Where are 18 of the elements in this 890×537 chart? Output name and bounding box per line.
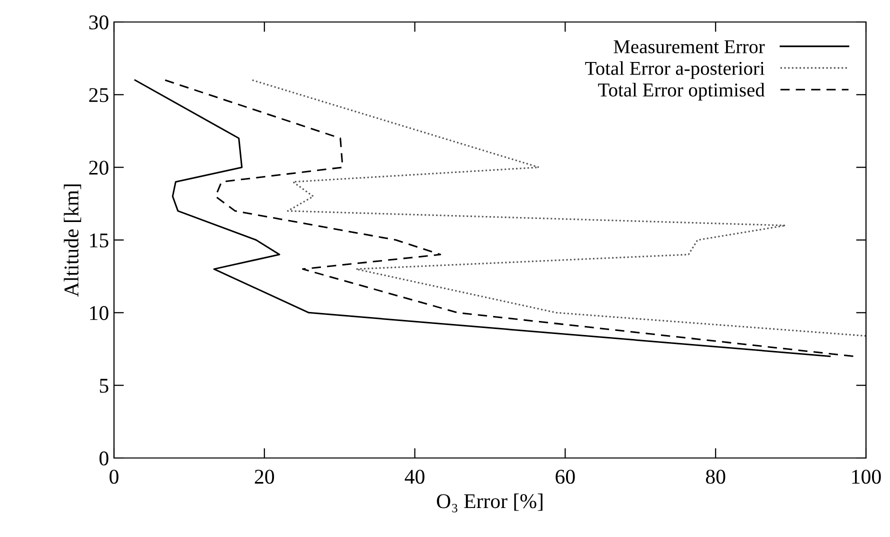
legend-label: Total Error optimised — [598, 82, 765, 101]
y-tick-label: 10 — [90, 306, 108, 320]
x-tick-label: 80 — [706, 470, 726, 484]
y-axis-title: Altitude [km] — [64, 184, 82, 297]
x-tick-label: 40 — [404, 470, 424, 484]
x-tick-label: 0 — [110, 470, 118, 484]
legend-label: Total Error a-posteriori — [585, 61, 765, 79]
x-tick-label: 20 — [254, 470, 274, 484]
legend-label: Measurement Error — [614, 40, 765, 54]
y-tick-label: 5 — [100, 378, 108, 393]
y-tick-label: 30 — [89, 15, 108, 30]
x-tick-label: 100 — [852, 470, 881, 484]
y-tick-label: 25 — [89, 88, 108, 102]
y-tick-label: 20 — [89, 160, 108, 175]
y-tick-label: 15 — [90, 233, 108, 248]
x-axis-title: O₃ Error [%] — [436, 494, 542, 512]
y-tick-label: 0 — [100, 451, 108, 466]
x-tick-label: 60 — [556, 470, 575, 484]
